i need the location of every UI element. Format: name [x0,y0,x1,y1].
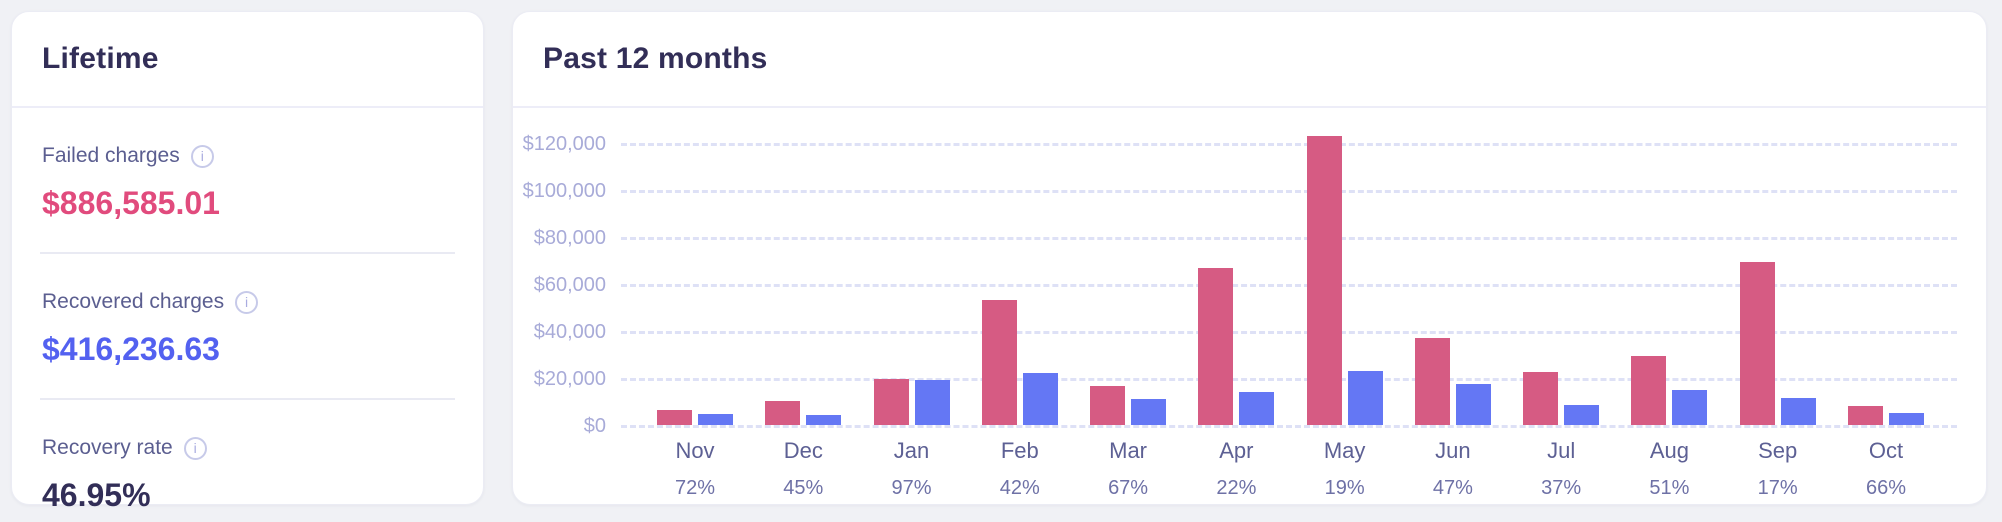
lifetime-card-header: Lifetime [12,12,483,108]
failed-charges-value: $886,585.01 [42,185,220,221]
bar-recovered [1780,398,1816,425]
bar-recovered [698,414,733,425]
lifetime-card-title: Lifetime [42,42,159,75]
bar-failed [1414,338,1450,425]
y-axis-tick-label: $120,000 [522,133,606,155]
recovery-rate-value: 46.95% [42,477,151,513]
month-name: Jul [1547,438,1576,463]
chart-card-header: Past 12 months [513,12,1986,108]
month-name: Sep [1758,438,1798,463]
bar-recovered [914,380,950,425]
info-icon[interactable]: i [183,436,207,460]
bar-recovered [1672,390,1708,425]
bar-failed [1631,356,1667,425]
recovered-charges-label-row: Recovered charges i [42,290,453,314]
recovery-rate-percent: 17% [1757,477,1798,499]
bar-recovered [1455,384,1491,425]
info-icon[interactable]: i [190,144,214,168]
x-axis-category: Sep 17% [1723,438,1833,500]
gridline [621,284,1957,287]
month-name: Jan [893,438,930,463]
info-icon[interactable]: i [235,290,259,314]
gridline [621,378,1957,381]
bar-failed [1306,136,1342,425]
recovery-rate-percent: 66% [1865,477,1906,499]
recovery-rate-stat: Recovery rate i 46.95% [12,400,483,522]
x-axis-category: Jul 37% [1506,438,1616,500]
bar-failed [1198,268,1234,425]
chart-card-title: Past 12 months [543,42,768,75]
y-axis-tick-label: $60,000 [533,274,606,296]
bar-failed [657,410,692,425]
bar-recovered [1022,373,1058,425]
bar-recovered [1131,399,1167,425]
gridline [621,237,1957,240]
chart-plot-area: $0 $20,000 $40,000 $60,000 $80,000 $100,000 $1… [513,108,1988,506]
y-axis-tick-label: $0 [583,415,606,437]
bar-failed [1739,262,1775,425]
recovered-charges-value: $416,236.63 [42,331,220,367]
bar-failed [873,379,909,425]
divider [40,252,455,254]
x-axis-category: Aug 51% [1614,438,1724,500]
month-name: Mar [1109,438,1148,463]
recovery-rate-percent: 47% [1432,477,1473,499]
bar-recovered [1239,392,1275,425]
lifetime-card: Lifetime Failed charges i $886,585.01 Re… [11,11,484,513]
x-axis-category: Feb 42% [965,438,1075,500]
x-axis-category: Jun 47% [1398,438,1508,500]
y-axis-tick-label: $40,000 [533,321,606,343]
month-name: Dec [783,438,823,463]
x-axis-category: Mar 67% [1073,438,1183,500]
divider [40,398,455,400]
x-axis-category: Dec 45% [748,438,858,500]
x-axis-category: Nov 72% [640,438,750,500]
recovery-rate-percent: 72% [674,477,716,499]
month-name: Feb [1000,438,1039,463]
recovery-rate-label: Recovery rate [42,436,173,459]
month-name: May [1323,438,1366,463]
recovery-rate-percent: 97% [891,477,932,499]
bar-failed [981,300,1017,425]
month-name: Oct [1868,438,1904,463]
bar-recovered [806,415,842,425]
bar-recovered [1347,371,1383,425]
recovery-rate-percent: 51% [1649,477,1690,499]
y-axis-tick-label: $80,000 [533,227,606,249]
x-axis-category: Jan 97% [857,438,967,500]
failed-charges-stat: Failed charges i $886,585.01 [12,108,483,252]
recovery-rate-percent: 45% [783,477,824,499]
gridline [621,190,1957,193]
month-name: Apr [1219,438,1254,463]
bar-recovered [1564,405,1600,425]
gridline [621,425,1957,428]
recovery-rate-percent: 37% [1541,477,1582,499]
failed-charges-label: Failed charges [42,144,180,167]
x-axis-category: Oct 66% [1831,438,1941,500]
recovered-charges-label: Recovered charges [42,290,225,313]
month-name: Nov [675,438,715,463]
recovery-rate-percent: 22% [1216,477,1257,499]
x-axis-category: May 19% [1290,438,1400,500]
recovered-charges-stat: Recovered charges i $416,236.63 [12,254,483,398]
bar-recovered [1888,413,1924,425]
failed-charges-label-row: Failed charges i [42,144,453,168]
past-12-months-card: Past 12 months $0 $20,000 $40,000 $60,000 $8… [512,11,1987,505]
y-axis-tick-label: $20,000 [533,368,606,390]
recovery-rate-percent: 42% [999,477,1040,499]
month-name: Jun [1435,438,1471,463]
month-name: Aug [1649,438,1689,463]
gridline [621,331,1957,334]
x-axis-category: Apr 22% [1181,438,1291,500]
y-axis-tick-label: $100,000 [522,180,606,202]
bar-failed [765,401,801,425]
bar-failed [1847,406,1883,425]
recovery-rate-percent: 67% [1108,477,1149,499]
gridline [621,143,1957,146]
bar-failed [1523,372,1559,425]
recovery-rate-percent: 19% [1324,477,1365,499]
bar-failed [1090,386,1126,425]
recovery-rate-label-row: Recovery rate i [42,436,453,460]
